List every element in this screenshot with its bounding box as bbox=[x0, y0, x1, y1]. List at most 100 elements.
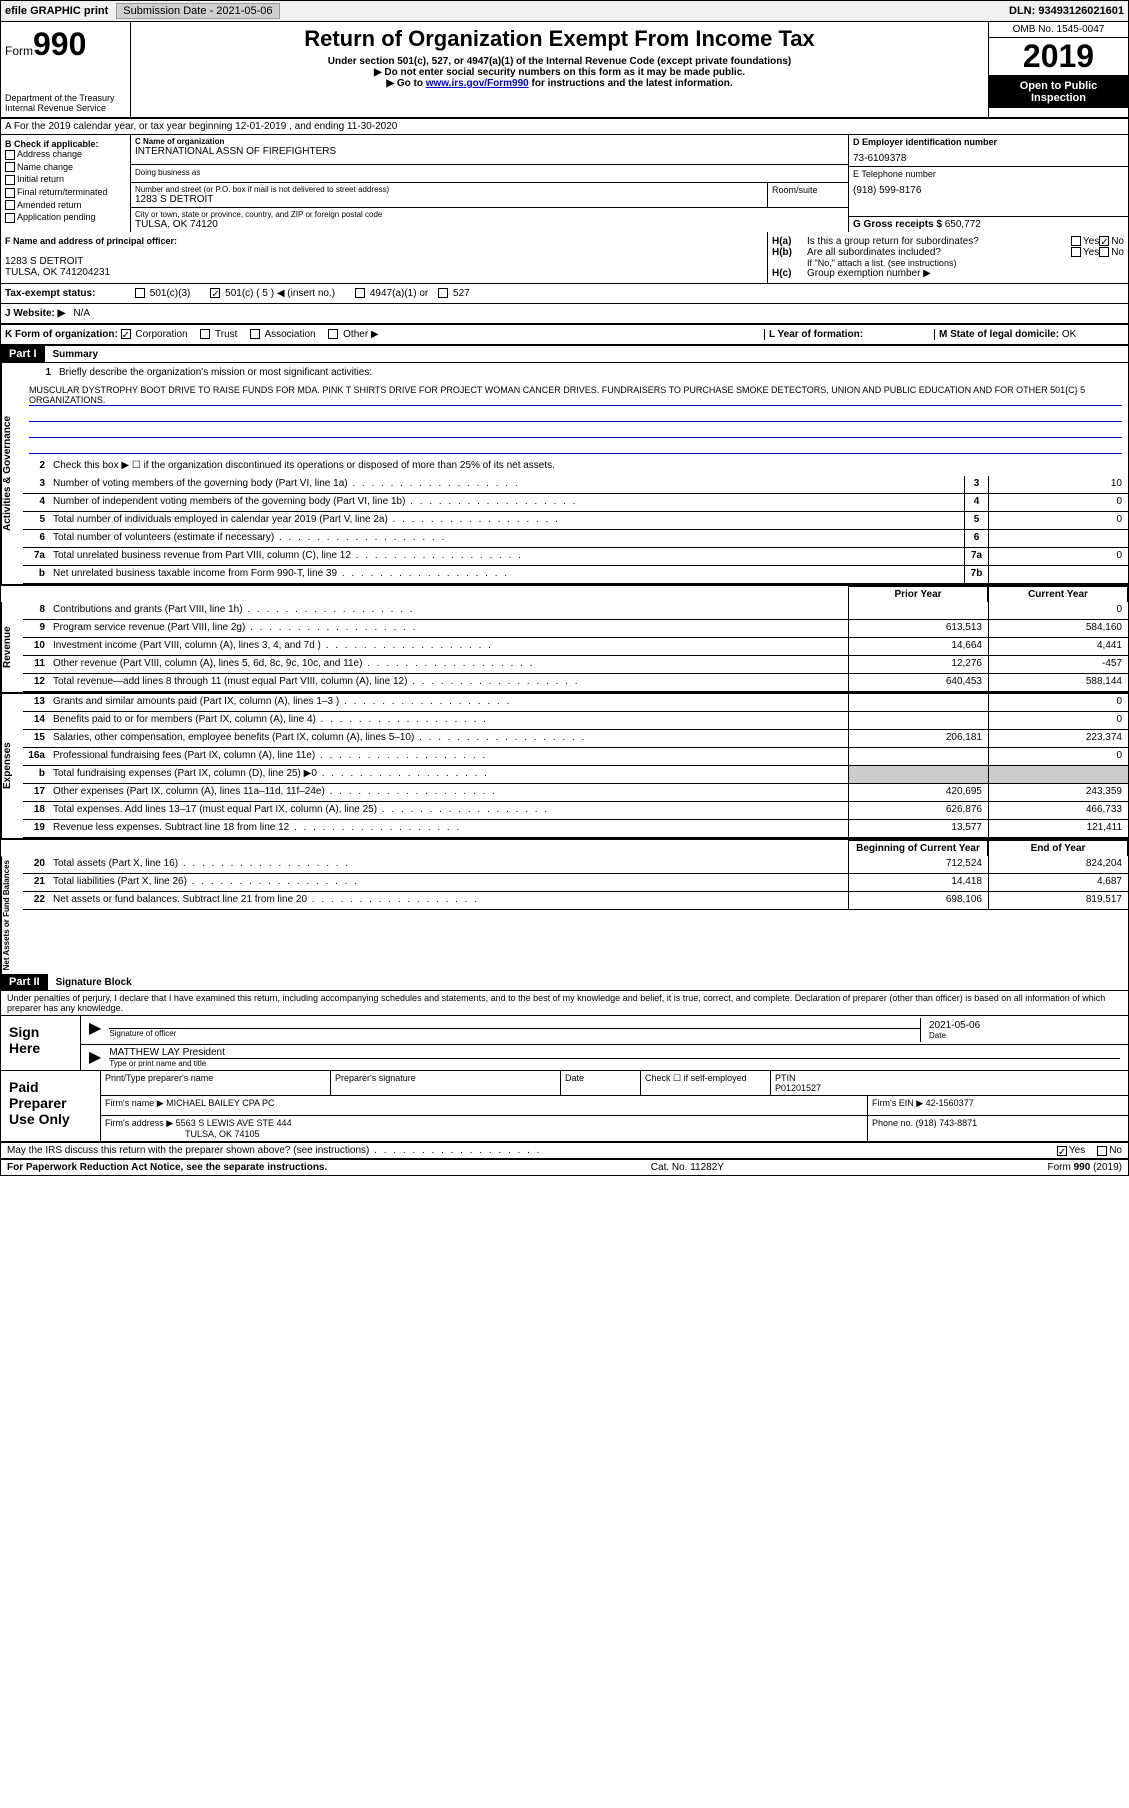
footer-row: For Paperwork Reduction Act Notice, see … bbox=[1, 1160, 1128, 1175]
b-final[interactable]: Final return/terminated bbox=[5, 187, 126, 198]
line-val: 10 bbox=[988, 476, 1128, 493]
checkbox-icon[interactable] bbox=[210, 288, 220, 298]
checkbox-icon[interactable] bbox=[5, 188, 15, 198]
checkbox-icon[interactable] bbox=[250, 329, 260, 339]
submission-btn[interactable]: Submission Date - 2021-05-06 bbox=[116, 3, 279, 19]
part1-badge: Part I bbox=[1, 346, 45, 362]
line-num: 21 bbox=[23, 874, 51, 891]
line-num: 1 bbox=[29, 365, 57, 383]
checkbox-icon[interactable] bbox=[135, 288, 145, 298]
efile-label: efile GRAPHIC print bbox=[5, 5, 108, 17]
checkbox-icon[interactable] bbox=[5, 175, 15, 185]
part1-title: Part I Summary bbox=[1, 346, 1128, 362]
curr-val: 588,144 bbox=[988, 674, 1128, 691]
b-app[interactable]: Application pending bbox=[5, 212, 126, 223]
checkbox-icon[interactable] bbox=[200, 329, 210, 339]
footer-left: For Paperwork Reduction Act Notice, see … bbox=[7, 1162, 327, 1173]
checkbox-icon[interactable] bbox=[121, 329, 131, 339]
firm-name: Firm's name ▶ MICHAEL BAILEY CPA PC bbox=[101, 1096, 868, 1115]
k-trust[interactable]: Trust bbox=[200, 329, 237, 340]
firm-ein: Firm's EIN ▶ 42-1560377 bbox=[868, 1096, 1128, 1115]
line-text: Total revenue—add lines 8 through 11 (mu… bbox=[51, 674, 848, 691]
omb-label: OMB No. 1545-0047 bbox=[989, 22, 1128, 38]
spacer bbox=[1, 586, 848, 602]
arrow-icon: ▶ bbox=[89, 1047, 101, 1068]
firm-phone: Phone no. (918) 743-8871 bbox=[868, 1116, 1128, 1141]
checkbox-icon[interactable] bbox=[1099, 247, 1109, 257]
decl-text: Under penalties of perjury, I declare th… bbox=[1, 991, 1128, 1015]
i-4947[interactable]: 4947(a)(1) or bbox=[355, 288, 428, 299]
side-governance: Activities & Governance bbox=[1, 363, 23, 584]
checkbox-icon[interactable] bbox=[438, 288, 448, 298]
line-box: 6 bbox=[964, 530, 988, 547]
checkbox-icon[interactable] bbox=[1057, 1146, 1067, 1156]
line-row: 17 Other expenses (Part IX, column (A), … bbox=[23, 784, 1128, 802]
line-text: Total assets (Part X, line 16) bbox=[51, 856, 848, 873]
form-word: Form bbox=[5, 44, 33, 58]
b-name[interactable]: Name change bbox=[5, 162, 126, 173]
checkbox-icon[interactable] bbox=[1071, 247, 1081, 257]
i-501c[interactable]: 501(c) ( 5 ) ◀ (insert no.) bbox=[210, 288, 335, 299]
line-num: 6 bbox=[23, 530, 51, 547]
firm-ein-lbl: Firm's EIN ▶ bbox=[872, 1098, 923, 1108]
irs-link[interactable]: www.irs.gov/Form990 bbox=[426, 78, 529, 89]
city-block: City or town, state or province, country… bbox=[131, 208, 848, 232]
subtitle-3: ▶ Go to www.irs.gov/Form990 for instruct… bbox=[151, 78, 968, 89]
discuss-no[interactable]: No bbox=[1097, 1145, 1122, 1156]
hb-no[interactable]: No bbox=[1099, 247, 1124, 258]
gov-content: 1 Briefly describe the organization's mi… bbox=[23, 363, 1128, 584]
line-box: 7a bbox=[964, 548, 988, 565]
b-label: B Check if applicable: bbox=[5, 139, 126, 149]
prior-val: 613,513 bbox=[848, 620, 988, 637]
checkbox-icon[interactable] bbox=[1071, 236, 1081, 246]
k-assoc[interactable]: Association bbox=[250, 329, 315, 340]
i-501c3[interactable]: 501(c)(3) bbox=[135, 288, 190, 299]
paid-row-2: Firm's name ▶ MICHAEL BAILEY CPA PC Firm… bbox=[101, 1096, 1128, 1116]
header-right: OMB No. 1545-0047 2019 Open to Public In… bbox=[988, 22, 1128, 117]
hb-yes[interactable]: Yes bbox=[1071, 247, 1099, 258]
checkbox-icon[interactable] bbox=[5, 162, 15, 172]
ha-yes[interactable]: Yes bbox=[1071, 236, 1099, 247]
b-addr[interactable]: Address change bbox=[5, 149, 126, 160]
sign-here: Sign Here bbox=[1, 1016, 81, 1070]
row-i: Tax-exempt status: 501(c)(3) 501(c) ( 5 … bbox=[1, 284, 1128, 304]
ha-no[interactable]: No bbox=[1099, 236, 1124, 247]
curr-val: 243,359 bbox=[988, 784, 1128, 801]
discuss-yes[interactable]: Yes bbox=[1057, 1145, 1085, 1156]
dept-label: Department of the Treasury Internal Reve… bbox=[5, 93, 126, 113]
k-other[interactable]: Other ▶ bbox=[328, 329, 378, 340]
prior-val: 12,276 bbox=[848, 656, 988, 673]
checkbox-icon[interactable] bbox=[355, 288, 365, 298]
col-m: M State of legal domicile: OK bbox=[934, 329, 1124, 340]
spacer bbox=[1, 840, 848, 856]
checkbox-icon[interactable] bbox=[1099, 236, 1109, 246]
checkbox-icon[interactable] bbox=[5, 150, 15, 160]
prior-val: 206,181 bbox=[848, 730, 988, 747]
checkbox-icon[interactable] bbox=[5, 200, 15, 210]
part2-badge: Part II bbox=[1, 974, 48, 990]
curr-val: 121,411 bbox=[988, 820, 1128, 837]
ha-text: Is this a group return for subordinates? bbox=[807, 236, 1071, 247]
line-val: 0 bbox=[988, 548, 1128, 565]
date-lbl: Date bbox=[561, 1071, 641, 1095]
begin-hdr: Beginning of Current Year bbox=[848, 840, 988, 856]
line-row: 19 Revenue less expenses. Subtract line … bbox=[23, 820, 1128, 838]
date-val: 2021-05-06 bbox=[929, 1020, 1112, 1031]
ha-lbl: H(a) bbox=[772, 236, 807, 247]
exp-section: Expenses 13 Grants and similar amounts p… bbox=[1, 692, 1128, 838]
checkbox-icon[interactable] bbox=[1097, 1146, 1107, 1156]
checkbox-icon[interactable] bbox=[5, 213, 15, 223]
line-box: 3 bbox=[964, 476, 988, 493]
topbar: efile GRAPHIC print Submission Date - 20… bbox=[1, 1, 1128, 22]
checkbox-icon[interactable] bbox=[328, 329, 338, 339]
i-527[interactable]: 527 bbox=[438, 288, 469, 299]
sig-date: 2021-05-06 Date bbox=[920, 1018, 1120, 1042]
mission-blank bbox=[29, 424, 1122, 438]
header-row: Form 990 Department of the Treasury Inte… bbox=[1, 22, 1128, 119]
k-corp[interactable]: Corporation bbox=[121, 329, 188, 340]
phone-lbl: E Telephone number bbox=[853, 169, 1124, 179]
b-init[interactable]: Initial return bbox=[5, 174, 126, 185]
b-amend[interactable]: Amended return bbox=[5, 200, 126, 211]
form-page: efile GRAPHIC print Submission Date - 20… bbox=[0, 0, 1129, 1176]
officer-lbl: Type or print name and title bbox=[109, 1058, 1120, 1068]
